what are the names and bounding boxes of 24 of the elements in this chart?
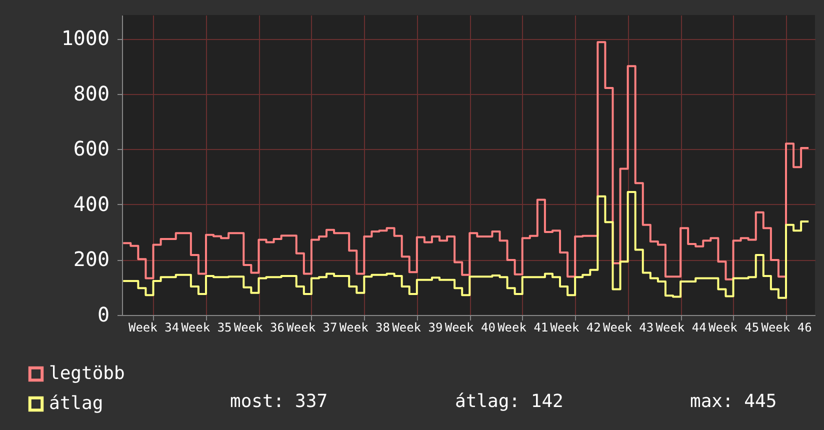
- x-tick-label: Week 45: [708, 320, 760, 334]
- x-tick-label: Week 34: [128, 320, 180, 334]
- y-tick-label: 1000: [61, 26, 110, 50]
- x-tick-label: Week 41: [498, 320, 548, 334]
- x-tick-label: Week 38: [339, 320, 390, 334]
- x-tick-label: Week 46: [761, 320, 812, 334]
- text: most: 337: [230, 391, 328, 412]
- x-tick-label: Week 35: [181, 320, 232, 334]
- legend-label: legtöbb: [49, 363, 125, 384]
- y-tick-label: 600: [73, 136, 110, 161]
- x-tick-label: Week 40: [444, 320, 496, 334]
- legend-label: átlag: [49, 393, 104, 414]
- y-tick-label: 400: [73, 192, 110, 216]
- x-tick-label: Week 37: [286, 320, 338, 334]
- x-tick-label: Week 39: [392, 320, 443, 334]
- x-tick-label: Week 36: [234, 320, 285, 334]
- x-tick-label: Week 42: [550, 320, 601, 334]
- x-tick-label: Week 44: [656, 320, 706, 334]
- y-tick-label: 200: [73, 247, 110, 272]
- x-tick-label: Week 43: [603, 320, 654, 334]
- y-tick-label: 800: [73, 81, 110, 106]
- y-tick-label: 0: [97, 302, 110, 326]
- text: átlag: 142: [455, 391, 564, 412]
- text: max: 445: [690, 391, 777, 412]
